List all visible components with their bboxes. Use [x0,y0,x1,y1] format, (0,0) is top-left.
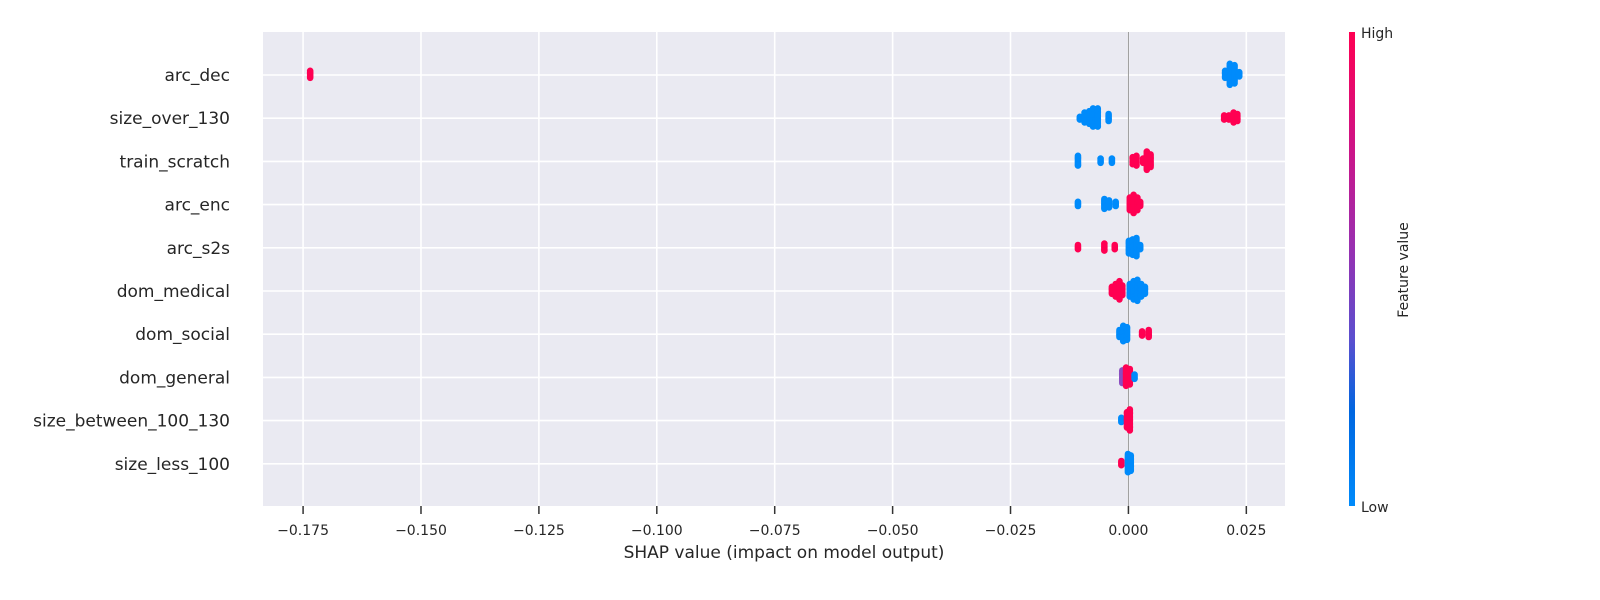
data-point [1118,414,1125,422]
data-point [1101,247,1108,254]
data-point [1134,297,1141,305]
data-point [1145,333,1153,341]
data-points [306,60,1243,476]
data-point [1101,240,1108,247]
x-tick-label: −0.125 [513,523,565,539]
data-point [1231,80,1238,87]
data-point [1133,252,1140,260]
feature-label: size_between_100_130 [33,412,230,432]
data-point [1145,326,1153,334]
data-point [1074,162,1082,169]
data-point [1126,365,1134,373]
data-point [1111,241,1119,249]
data-point [1105,204,1113,211]
data-point [1147,151,1154,158]
data-point [1118,457,1125,465]
data-point [1074,198,1082,206]
data-point [1136,198,1144,206]
data-point [1133,162,1140,169]
data-point [1141,283,1149,291]
data-point [1131,371,1138,378]
data-point [1126,381,1134,388]
data-point [1118,282,1126,289]
data-point [1123,336,1131,344]
data-point [1094,123,1102,130]
colorbar: High Low Feature value [1349,26,1412,516]
colorbar-gradient [1349,32,1355,506]
x-tick-label: −0.050 [867,523,919,539]
data-point [1105,110,1112,118]
data-point [1234,117,1241,125]
data-point [1074,241,1082,249]
feature-label: dom_medical [117,282,230,302]
data-point [1234,110,1241,118]
data-point [1127,452,1135,459]
x-tick-label: −0.075 [749,523,801,539]
data-point [1136,241,1144,249]
data-point [1123,323,1131,331]
feature-label: arc_enc [165,196,230,216]
x-tick-label: 0.000 [1108,523,1148,539]
data-point [1235,68,1243,76]
x-axis-title: SHAP value (impact on model output) [624,543,945,563]
data-point [1134,276,1141,284]
x-tick-label: −0.100 [631,523,683,539]
feature-label: arc_dec [165,66,230,86]
data-point [1126,406,1134,413]
feature-label: arc_s2s [167,239,231,259]
data-point [1112,198,1119,206]
x-tick-label: −0.175 [277,523,329,539]
x-tick-label: −0.025 [985,523,1037,539]
data-point [1105,197,1113,204]
data-point [1074,152,1082,160]
x-tick-label: −0.150 [395,523,447,539]
data-point [1108,155,1116,162]
feature-label: size_over_130 [110,109,230,129]
data-point [306,74,314,82]
colorbar-title: Feature value [1396,222,1412,318]
x-tick-label: 0.025 [1226,523,1266,539]
colorbar-high-label: High [1361,26,1393,42]
data-point [306,67,314,75]
x-axis-ticks: −0.175 −0.150 −0.125 −0.100 −0.075 −0.050 −0.0… [277,506,1266,539]
feature-label: dom_general [119,368,230,388]
data-point [1097,155,1104,162]
feature-label: size_less_100 [115,455,230,475]
data-point [1138,328,1146,335]
data-point [1127,467,1135,475]
data-point [1141,290,1149,298]
feature-labels: arc_dec size_over_130 train_scratch arc_enc… [33,66,230,475]
data-point [1231,61,1238,69]
colorbar-low-label: Low [1361,500,1389,516]
data-point [1118,291,1126,299]
data-point [1126,427,1134,434]
feature-label: dom_social [135,325,230,345]
data-point [1094,105,1102,112]
data-point [1147,163,1154,171]
data-point [1133,234,1140,242]
data-point [1105,117,1112,125]
feature-label: train_scratch [120,152,230,172]
data-point [1133,152,1140,160]
